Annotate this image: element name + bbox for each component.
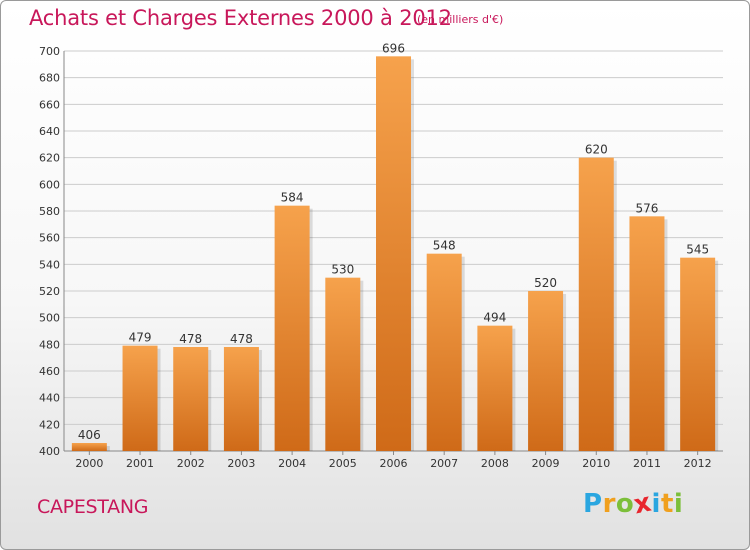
x-tick-label: 2009 [532,457,560,470]
bar [325,277,361,451]
y-tick-label: 480 [39,338,60,351]
data-label: 620 [585,143,608,157]
data-label: 530 [331,263,354,277]
data-label: 478 [230,332,253,346]
y-tick-label: 440 [39,392,60,405]
y-tick-label: 640 [39,125,60,138]
x-tick-label: 2006 [380,457,408,470]
data-label: 548 [433,239,456,253]
chart-title: Achats et Charges Externes 2000 à 2012 [29,6,452,30]
data-label: 696 [382,41,405,55]
x-tick-label: 2000 [75,457,103,470]
y-tick-label: 560 [39,232,60,245]
x-tick-label: 2010 [582,457,610,470]
x-tick-label: 2008 [481,457,509,470]
y-tick-label: 540 [39,258,60,271]
y-tick-label: 460 [39,365,60,378]
data-label: 520 [534,276,557,290]
x-tick-label: 2011 [633,457,661,470]
y-tick-label: 580 [39,205,60,218]
data-label: 494 [483,311,506,325]
place-name: CAPESTANG [37,496,149,518]
y-tick-label: 600 [39,178,60,191]
bar [528,291,564,451]
data-label: 406 [78,428,101,442]
y-tick-label: 660 [39,98,60,111]
bar [173,347,209,451]
data-label: 478 [179,332,202,346]
logo-letter: o [615,489,635,519]
bar [71,443,107,451]
y-tick-label: 500 [39,312,60,325]
y-tick-label: 420 [39,418,60,431]
y-tick-label: 400 [39,445,60,458]
bar [274,205,310,451]
y-tick-label: 520 [39,285,60,298]
bar [376,56,411,451]
x-tick-label: 2002 [177,457,205,470]
y-tick-label: 700 [39,45,60,58]
data-label: 479 [129,331,152,345]
logo-letter: P [583,489,603,519]
bar [426,253,462,451]
logo-letter: i [673,489,684,519]
data-label: 545 [686,243,709,257]
bar [629,216,665,451]
bar [477,325,513,451]
logo-letter: i [651,489,661,519]
bar [680,257,716,451]
chart-subtitle: (en milliers d'€) [417,13,504,26]
x-tick-label: 2012 [684,457,712,470]
bar [223,347,259,451]
logo-letter: r [602,489,616,519]
x-tick-label: 2004 [278,457,306,470]
y-tick-label: 680 [39,72,60,85]
data-label: 576 [636,201,659,215]
y-tick-label: 620 [39,152,60,165]
data-label: 584 [281,191,304,205]
logo-letter: t [660,489,674,519]
bar [122,345,158,451]
bar [578,157,614,451]
proxiti-logo: Proxiti [583,488,684,521]
x-tick-label: 2003 [227,457,255,470]
x-tick-label: 2001 [126,457,154,470]
x-tick-label: 2005 [329,457,357,470]
x-tick-label: 2007 [430,457,458,470]
